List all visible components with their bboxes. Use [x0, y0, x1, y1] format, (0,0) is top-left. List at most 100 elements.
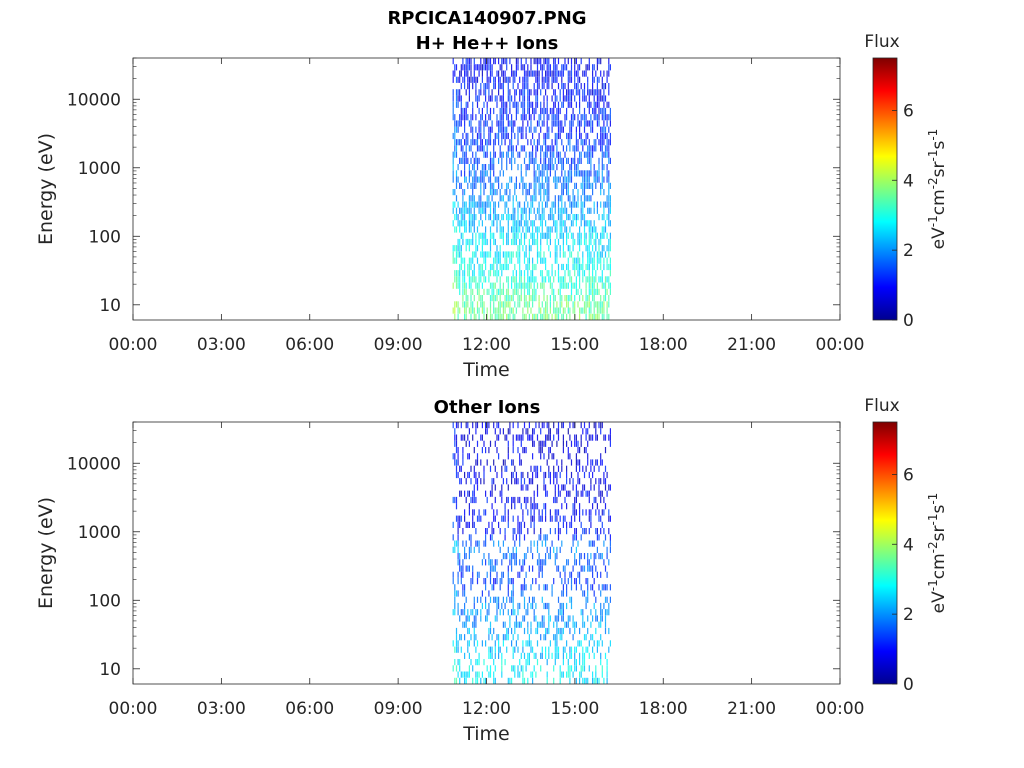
spectrogram-cell [525, 207, 527, 214]
spectrogram-cell [472, 578, 474, 585]
spectrogram-cell [598, 107, 600, 115]
spectrogram-cell [566, 114, 568, 121]
spectrogram-cell [452, 665, 454, 672]
spectrogram-cell [536, 145, 539, 152]
spectrogram-cell [569, 70, 571, 77]
spectrogram-cell [536, 434, 539, 441]
spectrogram-cell [583, 238, 586, 246]
spectrogram-cell [583, 553, 586, 560]
spectrogram-cell [566, 207, 568, 214]
spectrogram-cell [536, 251, 539, 258]
spectrogram-cell [465, 440, 467, 447]
spectrogram-cell [556, 515, 558, 522]
spectrogram-cell [485, 422, 487, 429]
spectrogram-cell [478, 120, 480, 127]
spectrogram-cell [501, 263, 503, 271]
spectrogram-cell [538, 182, 540, 189]
spectrogram-cell [570, 471, 573, 479]
spectrogram [452, 58, 611, 320]
spectrogram-cell [455, 590, 458, 597]
spectrogram-cell [498, 301, 500, 308]
spectrogram-cell [472, 288, 474, 295]
spectrogram-cell [478, 652, 480, 659]
spectrogram-cell [502, 515, 504, 522]
spectrogram-cell [515, 276, 517, 283]
spectrogram-cell [517, 478, 519, 485]
spectrogram-cell [579, 257, 581, 264]
spectrogram-cell [514, 232, 516, 239]
spectrogram-cell [464, 276, 466, 283]
spectrogram-cell [564, 170, 566, 177]
spectrogram-cell [494, 151, 496, 158]
spectrogram-cell [577, 459, 579, 466]
spectrogram-cell [540, 64, 542, 71]
spectrogram-cell [536, 245, 539, 252]
spectrogram-cell [452, 453, 454, 460]
spectrogram-cell [603, 282, 605, 289]
spectrogram-cell [515, 270, 517, 277]
spectrogram-cell [493, 540, 495, 547]
spectrogram-cell [470, 145, 472, 152]
spectrogram-cell [541, 440, 543, 447]
spectrogram-cell [520, 207, 522, 214]
spectrogram-cell [478, 176, 480, 183]
spectrogram-cell [606, 671, 608, 678]
spectrogram-cell [538, 301, 540, 308]
spectrogram-cell [475, 496, 477, 504]
spectrogram-cell [595, 176, 597, 183]
spectrogram-cell [522, 114, 524, 121]
spectrogram-cell [527, 70, 529, 77]
spectrogram-cell [583, 528, 586, 535]
spectrogram-cell [501, 571, 503, 578]
spectrogram-cell [533, 521, 535, 528]
spectrogram-cell [528, 263, 530, 271]
spectrogram-cell [491, 584, 493, 591]
spectrogram-cell [582, 70, 584, 77]
spectrogram-cell [554, 515, 556, 522]
spectrogram-cell [504, 528, 506, 535]
spectrogram-cell [472, 201, 474, 208]
spectrogram-cell [457, 602, 459, 610]
spectrogram-cell [493, 83, 495, 90]
spectrogram-cell [457, 214, 459, 221]
spectrogram-cell [485, 170, 487, 177]
spectrogram-cell [470, 207, 472, 214]
spectrogram-cell [587, 646, 589, 653]
spectrogram-cell [587, 565, 589, 572]
spectrogram-cell [541, 652, 543, 659]
spectrogram-cell [465, 89, 467, 96]
spectrogram-cell [562, 189, 564, 196]
spectrogram-cell [501, 465, 503, 472]
spectrogram-cell [595, 270, 597, 277]
spectrogram-cell [551, 70, 553, 77]
spectrogram-cell [583, 95, 586, 102]
spectrogram-cell [588, 559, 590, 566]
spectrogram-cell [588, 640, 590, 647]
spectrogram-cell [582, 139, 584, 146]
spectrogram-cell [588, 434, 590, 441]
spectrogram-cell [603, 101, 605, 108]
spectrogram-cell [465, 201, 467, 208]
spectrogram-cell [579, 132, 581, 140]
spectrogram-cell [606, 201, 608, 208]
spectrogram-cell [559, 89, 561, 96]
spectrogram-cell [556, 627, 558, 635]
spectrogram-cell [532, 201, 534, 208]
spectrogram-cell [549, 151, 551, 158]
spectrogram-cell [532, 301, 534, 308]
spectrogram-cell [549, 528, 551, 535]
spectrogram-cell [496, 602, 498, 610]
spectrogram-cell [538, 176, 540, 183]
spectrogram-cell [587, 490, 589, 497]
spectrogram-cell [564, 578, 566, 585]
spectrogram-cell [517, 139, 519, 146]
spectrogram-cell [512, 609, 514, 616]
spectrogram-cell [457, 640, 459, 647]
spectrogram-cell [528, 101, 530, 108]
spectrogram-cell [575, 170, 577, 177]
spectrogram-cell [579, 677, 581, 684]
spectrogram-cell [577, 214, 579, 221]
spectrogram-cell [590, 521, 592, 528]
spectrogram-cell [491, 478, 493, 485]
spectrogram-cell [511, 145, 513, 152]
